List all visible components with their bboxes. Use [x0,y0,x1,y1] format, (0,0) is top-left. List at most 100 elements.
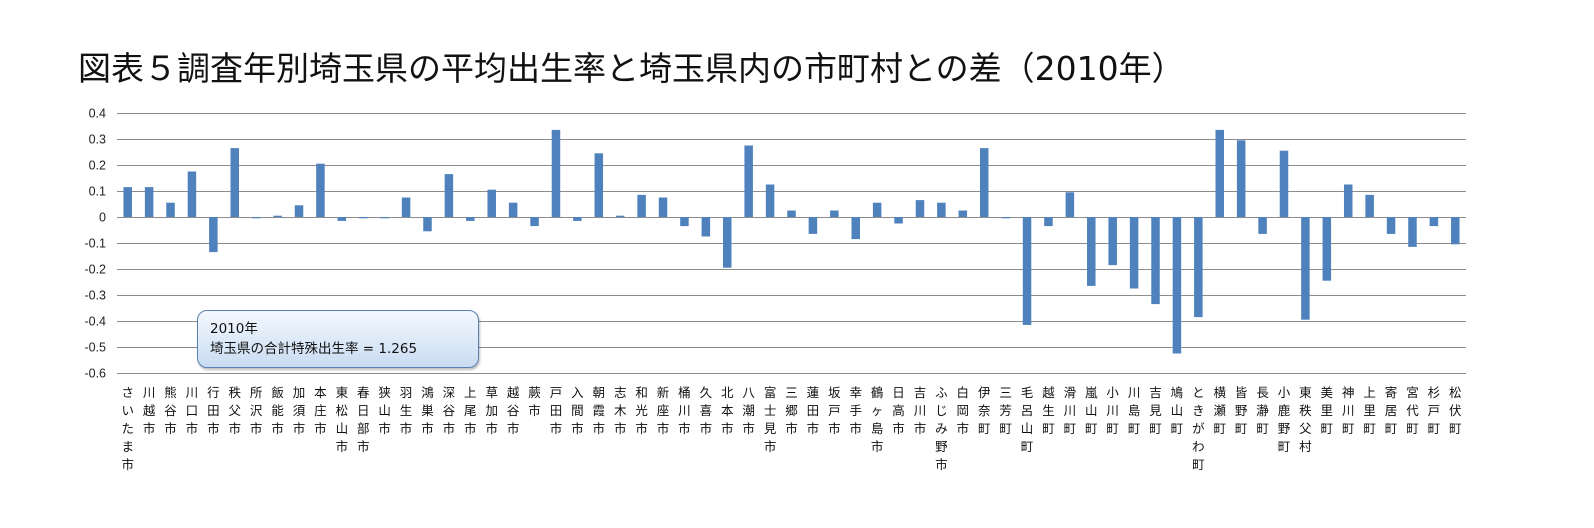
bar [1108,217,1117,266]
bar [680,217,689,227]
x-tick-label: 白岡市 [957,385,970,436]
y-tick-label: -0.2 [84,263,106,277]
y-tick-label: 0.2 [89,159,106,173]
y-tick-label: 0.4 [89,107,106,121]
bar [1365,194,1374,217]
x-tick-label: 志木市 [614,385,627,436]
bar [1343,184,1353,217]
x-tick-label: 本庄市 [314,385,327,436]
x-tick-label: 春日部市 [357,385,370,454]
bar [615,215,625,217]
x-tick-label: 長瀞町 [1256,385,1269,436]
x-tick-label: 幸手市 [849,385,862,436]
x-tick-label: 加須市 [293,385,306,436]
x-tick-label: 上尾市 [464,385,477,436]
bar [851,217,860,240]
x-tick-label: 東松山市 [336,385,349,454]
bar [444,174,454,217]
bar [787,210,796,217]
bar [1322,217,1332,281]
x-tick-label: 吉見町 [1149,385,1162,436]
bar [273,215,282,217]
bar [701,217,711,237]
bar [1279,150,1289,217]
bar [1087,217,1096,286]
x-tick-label: 八潮市 [742,385,755,436]
bar [1215,129,1224,217]
bar [979,148,989,217]
bar [1386,217,1396,234]
bar [830,210,839,217]
bar [187,171,197,217]
bar [1429,217,1439,227]
bar [1451,217,1460,245]
annotation-callout: 2010年 埼玉県の合計特殊出生率 = 1.265 [197,310,479,368]
bar [1044,217,1053,227]
x-tick-label: 三郷市 [785,385,798,436]
bar [166,202,175,217]
bar [316,163,325,217]
bar [894,217,903,224]
x-tick-label: 鶴ヶ島市 [871,385,884,454]
bar [466,217,475,221]
y-tick-label: 0 [99,211,106,225]
bar [423,217,432,232]
bar [230,148,240,217]
bar [744,145,753,217]
x-axis-labels: さいたま市川越市熊谷市川口市行田市秩父市所沢市飯能市加須市本庄市東松山市春日部市… [121,385,1462,472]
x-tick-label: 所沢市 [250,385,263,436]
x-tick-label: 行田市 [207,385,220,436]
x-tick-label: 嵐山町 [1085,385,1098,436]
x-tick-label: 入間市 [571,385,584,436]
y-tick-label: -0.6 [84,367,106,381]
bar [1151,217,1160,305]
x-tick-label: 桶川市 [678,385,691,436]
x-tick-label: 皆野町 [1235,385,1248,436]
bar [123,187,132,217]
x-tick-label: 久喜市 [700,385,713,436]
x-tick-label: さいたま市 [121,385,134,472]
y-axis-ticks: 0.4 0.3 0.2 0.1 0 -0.1 -0.2 -0.3 -0.4 -0.5 -0.6 [84,107,106,381]
bar [594,153,604,217]
y-tick-label: -0.1 [84,237,106,251]
annotation-line-1: 2010年 [210,321,258,337]
y-tick-label: -0.5 [84,341,106,355]
x-tick-label: 川口市 [186,385,199,436]
bar [637,194,646,217]
x-tick-label: 毛呂山町 [1021,385,1034,454]
bar [530,217,539,227]
bar [1408,217,1417,247]
bar [1001,217,1010,219]
x-tick-label: 鳩山町 [1171,385,1184,436]
bar [765,184,775,217]
bar [808,217,818,234]
x-tick-label: 神川町 [1342,385,1355,436]
bar [1258,217,1267,234]
bar [401,197,411,217]
bar [144,187,154,217]
bar [872,202,882,217]
bar [1172,217,1182,354]
x-tick-label: 松伏町 [1449,385,1462,436]
bar [723,217,732,268]
x-tick-label: 杉戸町 [1428,385,1441,436]
bar [573,217,582,221]
x-tick-label: 草加市 [485,385,498,436]
x-tick-label: 吉川市 [914,385,927,436]
x-tick-label: 飯能市 [271,385,284,436]
bar [380,217,389,219]
bar [958,210,968,217]
y-tick-label: -0.3 [84,289,106,303]
bar [1236,140,1246,217]
x-tick-label: 朝霞市 [593,385,606,436]
x-tick-label: 小川町 [1106,385,1119,436]
x-tick-label: 深谷市 [443,385,456,436]
bar [551,129,561,217]
x-tick-label: 伊奈町 [978,385,991,436]
x-tick-label: 秩父市 [229,385,242,436]
y-tick-label: -0.4 [84,315,106,329]
x-tick-label: 滑川町 [1064,385,1077,436]
x-tick-label: 日高市 [892,385,905,436]
bar [1301,217,1310,320]
